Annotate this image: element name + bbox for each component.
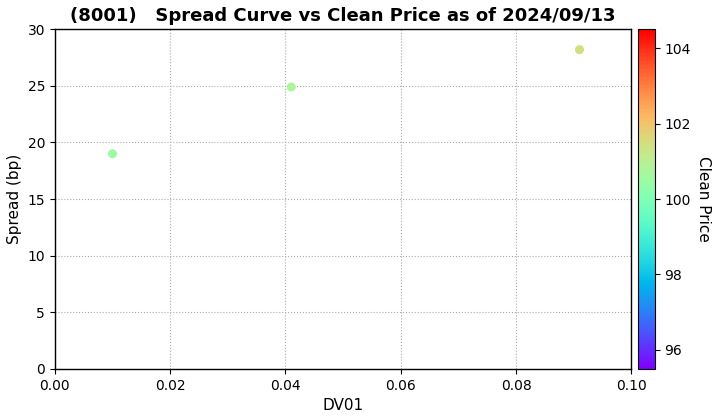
Title: (8001)   Spread Curve vs Clean Price as of 2024/09/13: (8001) Spread Curve vs Clean Price as of… bbox=[71, 7, 616, 25]
Point bbox=[286, 84, 297, 90]
Y-axis label: Clean Price: Clean Price bbox=[696, 156, 711, 242]
X-axis label: DV01: DV01 bbox=[323, 398, 364, 413]
Point bbox=[574, 46, 585, 53]
Point bbox=[107, 150, 118, 157]
Y-axis label: Spread (bp): Spread (bp) bbox=[7, 154, 22, 244]
